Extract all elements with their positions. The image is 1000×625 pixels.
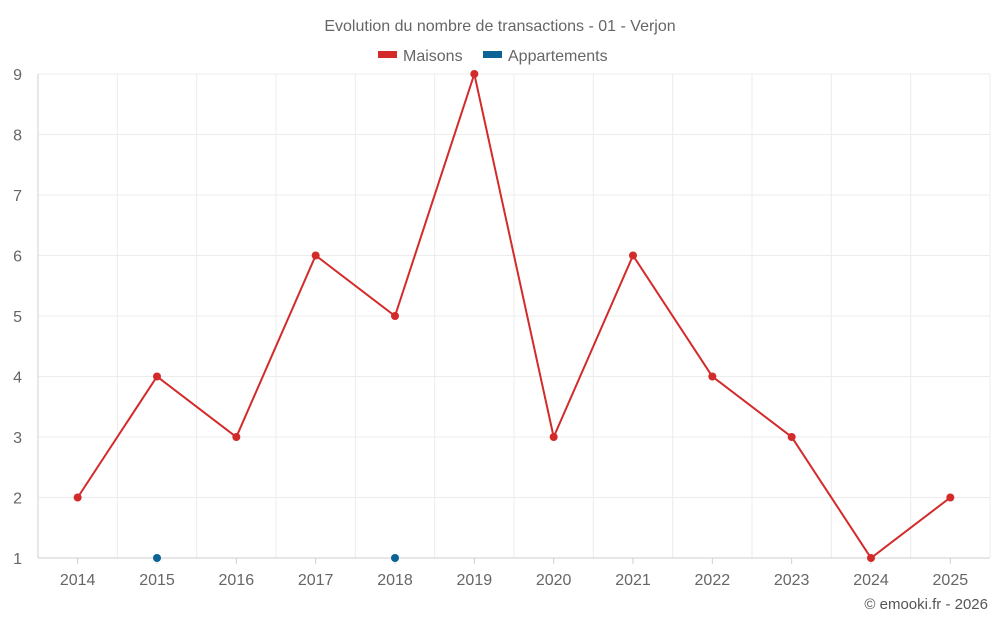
x-tick-label: 2018 — [377, 572, 413, 589]
legend-swatch — [378, 51, 397, 58]
data-point[interactable] — [867, 554, 875, 562]
data-point[interactable] — [153, 554, 161, 562]
x-tick-label: 2017 — [298, 572, 334, 589]
x-tick-label: 2022 — [695, 572, 731, 589]
data-point[interactable] — [232, 433, 241, 441]
legend-label: Maisons — [403, 48, 463, 65]
data-point[interactable] — [311, 251, 320, 260]
data-point[interactable] — [629, 251, 637, 260]
x-tick-label: 2016 — [219, 572, 255, 589]
x-tick-label: 2023 — [774, 572, 810, 589]
data-point[interactable] — [946, 493, 955, 502]
y-tick-label: 4 — [13, 370, 22, 387]
x-tick-label: 2024 — [853, 572, 889, 589]
grid — [37, 73, 991, 559]
data-point[interactable] — [153, 372, 161, 381]
data-point[interactable] — [391, 312, 399, 320]
data-point[interactable] — [470, 70, 479, 78]
y-tick-label: 3 — [13, 430, 22, 447]
series — [73, 70, 955, 562]
data-point[interactable] — [391, 554, 399, 562]
data-point[interactable] — [787, 433, 796, 441]
credit-text: © emooki.fr - 2026 — [864, 596, 988, 613]
series-appartements — [153, 554, 399, 562]
data-point[interactable] — [73, 493, 82, 502]
data-point[interactable] — [708, 372, 717, 381]
y-axis: 1 2 3 4 5 6 7 8 9 — [13, 67, 22, 568]
data-point[interactable] — [549, 433, 558, 441]
legend: Maisons Appartements — [378, 48, 608, 65]
series-maisons — [73, 70, 955, 562]
x-tick-label: 2015 — [139, 572, 175, 589]
y-tick-label: 1 — [13, 551, 22, 568]
legend-item[interactable]: Appartements — [483, 48, 608, 65]
y-tick-label: 6 — [13, 249, 22, 266]
x-tick-label: 2025 — [933, 572, 969, 589]
chart-title: Evolution du nombre de transactions - 01… — [324, 18, 675, 35]
legend-item[interactable]: Maisons — [378, 48, 463, 65]
legend-swatch — [483, 51, 502, 58]
series-line — [76, 70, 951, 560]
y-tick-label: 7 — [13, 188, 22, 205]
x-axis: 2014 2015 2016 2017 2018 2019 2020 2021 2022 2023… — [60, 558, 968, 589]
y-tick-label: 9 — [13, 67, 22, 84]
y-tick-label: 2 — [13, 491, 22, 508]
y-tick-label: 8 — [13, 128, 22, 145]
legend-label: Appartements — [508, 48, 608, 65]
y-tick-label: 5 — [13, 309, 22, 326]
x-tick-label: 2019 — [457, 572, 493, 589]
x-tick-label: 2014 — [60, 572, 96, 589]
x-tick-label: 2020 — [536, 572, 572, 589]
x-tick-label: 2021 — [615, 572, 651, 589]
